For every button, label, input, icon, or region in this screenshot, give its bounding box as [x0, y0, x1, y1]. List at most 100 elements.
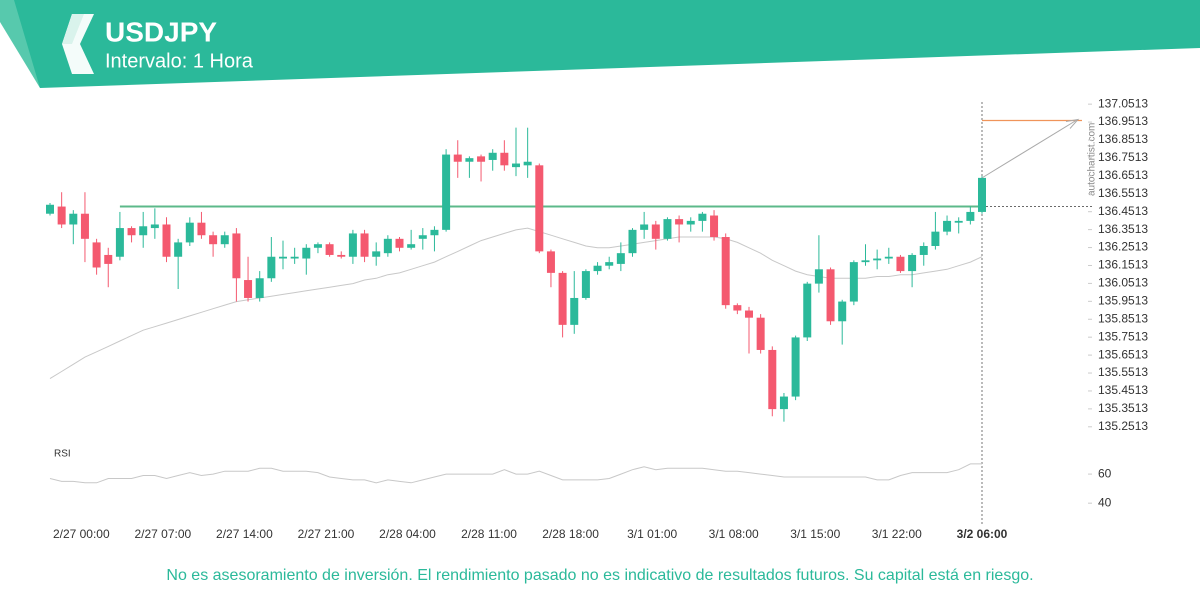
y-tick-label: 136.8513: [1098, 132, 1148, 146]
candle-body: [69, 213, 78, 225]
candle-body: [686, 220, 695, 225]
y-tick-label: 136.0513: [1098, 276, 1148, 290]
rsi-line: [49, 463, 982, 484]
candle-body: [593, 265, 602, 272]
candle-body: [174, 242, 183, 257]
candle-body: [523, 161, 532, 166]
candle-body: [512, 163, 520, 168]
candle-body: [232, 233, 241, 279]
y-tick-label: 135.4513: [1098, 383, 1148, 397]
candle-body: [57, 206, 66, 225]
x-tick-label: 2/28 18:00: [542, 527, 599, 541]
candle-body: [814, 269, 823, 284]
x-tick-label: 3/1 01:00: [627, 527, 677, 541]
candle-body: [255, 278, 264, 298]
candle-body: [325, 244, 334, 255]
candle-body: [791, 337, 800, 397]
candle-body: [488, 152, 497, 160]
candle-body: [92, 242, 101, 268]
disclaimer: No es asesoramiento de inversión. El ren…: [166, 567, 1033, 584]
candle-body: [139, 226, 148, 236]
candle-body: [360, 233, 369, 257]
x-tick-label: 3/1 08:00: [709, 527, 759, 541]
candle-body: [546, 251, 555, 273]
candle-body: [640, 224, 649, 230]
candle-body: [395, 238, 404, 248]
candle-body: [663, 219, 672, 239]
candle-body: [628, 229, 637, 254]
candle-body: [407, 244, 416, 248]
candle-body: [46, 204, 54, 214]
candle-body: [826, 269, 835, 322]
candle-body: [768, 349, 777, 410]
candle-body: [943, 220, 952, 232]
candle-body: [581, 271, 590, 298]
candle-body: [954, 220, 963, 223]
rsi-label: RSI: [54, 449, 71, 460]
title: USDJPY: [105, 16, 217, 47]
candle-body: [372, 251, 381, 257]
candle-body: [383, 238, 392, 254]
candle-body: [290, 256, 299, 259]
candle-body: [978, 177, 986, 212]
y-tick-label: 136.9513: [1098, 114, 1148, 128]
candle-body: [244, 280, 253, 298]
candle-body: [104, 254, 113, 264]
forecast-arrow: [1065, 118, 1080, 129]
y-tick-label: 136.3513: [1098, 222, 1148, 236]
candle-body: [570, 297, 579, 325]
y-tick-label: 135.9513: [1098, 293, 1148, 307]
candle-body: [337, 254, 346, 257]
x-tick-label: 2/27 14:00: [216, 527, 273, 541]
candle-body: [884, 256, 893, 259]
rsi-tick-label: 40: [1098, 495, 1112, 509]
candle-body: [442, 154, 451, 230]
candle-body: [698, 213, 707, 221]
candle-body: [477, 156, 486, 162]
candle-body: [756, 317, 765, 350]
candle-body: [803, 283, 812, 338]
candle-body: [418, 235, 427, 239]
candle-body: [908, 254, 917, 272]
candle-body: [348, 233, 357, 257]
y-tick-label: 136.5513: [1098, 186, 1148, 200]
y-tick-label: 136.6513: [1098, 168, 1148, 182]
candle-body: [779, 396, 788, 410]
candle-body: [465, 158, 474, 162]
header-band: [0, 0, 1200, 88]
x-tick-label: 2/27 07:00: [134, 527, 191, 541]
candle-body: [605, 262, 614, 266]
candle-body: [931, 231, 940, 246]
y-tick-label: 135.3513: [1098, 401, 1148, 415]
candle-body: [453, 154, 462, 162]
candle-body: [861, 260, 870, 263]
candle-body: [430, 229, 439, 236]
header-accent: [0, 0, 40, 88]
x-tick-label: 3/1 22:00: [872, 527, 922, 541]
candle-body: [710, 215, 719, 238]
y-tick-label: 136.4513: [1098, 204, 1148, 218]
subtitle: Intervalo: 1 Hora: [105, 50, 254, 72]
candle-body: [313, 244, 322, 248]
candle-body: [115, 228, 124, 257]
candle-body: [220, 235, 229, 245]
candle-body: [675, 219, 684, 225]
x-tick-label: 2/27 00:00: [53, 527, 110, 541]
candle-body: [80, 213, 89, 239]
forecast-line: [981, 120, 1077, 179]
x-tick-label: 2/27 21:00: [298, 527, 355, 541]
x-tick-label: 3/1 15:00: [790, 527, 840, 541]
candle-body: [873, 258, 882, 261]
y-tick-label: 135.8513: [1098, 311, 1148, 325]
candle-body: [558, 272, 567, 325]
y-tick-label: 136.1513: [1098, 258, 1148, 272]
candle-body: [500, 152, 509, 166]
candle-body: [733, 305, 742, 311]
candle-body: [616, 253, 625, 264]
x-tick-label: 2/28 04:00: [379, 527, 436, 541]
watermark: autochartist.com: [1087, 123, 1098, 196]
candle-body: [896, 256, 905, 272]
rsi-tick-label: 60: [1098, 466, 1112, 480]
candle-body: [966, 211, 975, 221]
